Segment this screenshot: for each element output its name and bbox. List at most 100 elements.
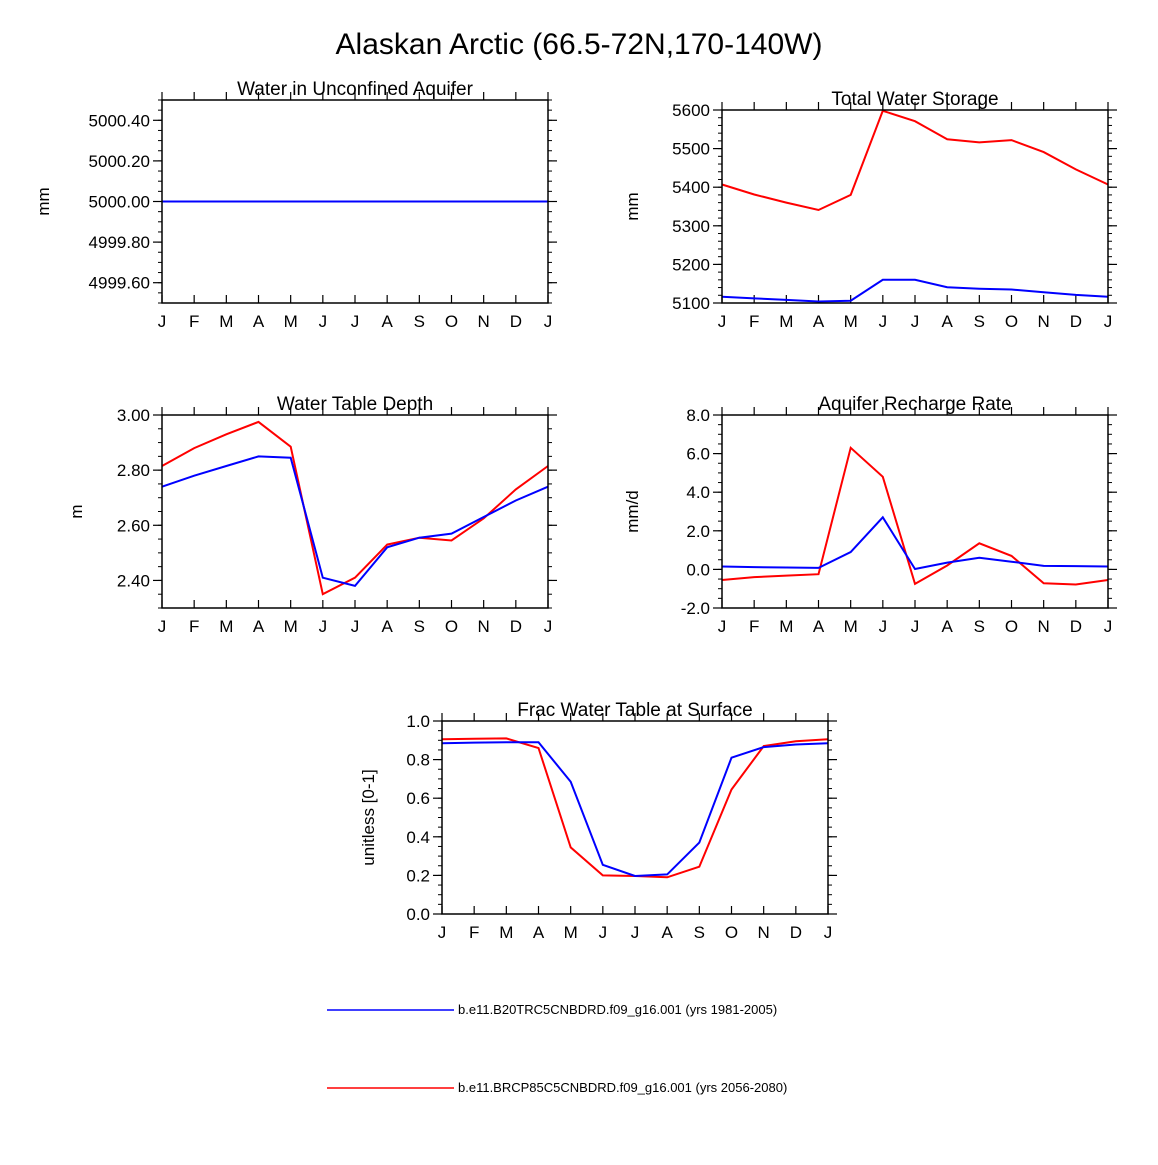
x-tick-label: M bbox=[284, 312, 298, 331]
x-tick-label: J bbox=[911, 617, 920, 636]
y-tick-label: 0.0 bbox=[406, 905, 430, 924]
x-tick-label: M bbox=[499, 923, 513, 942]
chart-title: Water in Unconfined Aquifer bbox=[237, 79, 474, 100]
y-tick-label: 5000.20 bbox=[89, 152, 150, 171]
x-tick-label: A bbox=[533, 923, 545, 942]
y-tick-label: 2.80 bbox=[117, 461, 150, 480]
x-tick-label: A bbox=[813, 312, 825, 331]
y-tick-label: 4999.60 bbox=[89, 274, 150, 293]
x-tick-label: J bbox=[158, 617, 167, 636]
x-tick-label: F bbox=[749, 312, 759, 331]
x-tick-label: F bbox=[749, 617, 759, 636]
legend: b.e11.B20TRC5CNBDRD.f09_g16.001 (yrs 198… bbox=[327, 1002, 787, 1095]
chart-title: Frac Water Table at Surface bbox=[517, 700, 753, 721]
x-tick-label: M bbox=[779, 312, 793, 331]
y-tick-label: 0.8 bbox=[406, 751, 430, 770]
x-tick-label: O bbox=[445, 617, 458, 636]
series-line-historical bbox=[721, 278, 1109, 303]
plot-frame bbox=[441, 720, 829, 915]
legend-entry: b.e11.BRCP85C5CNBDRD.f09_g16.001 (yrs 20… bbox=[327, 1080, 787, 1095]
y-tick-label: 5200 bbox=[672, 255, 710, 274]
x-tick-label: A bbox=[253, 617, 265, 636]
x-tick-label: J bbox=[1104, 312, 1113, 331]
x-tick-label: J bbox=[599, 923, 608, 942]
y-tick-label: 5000.40 bbox=[89, 111, 150, 130]
x-tick-label: N bbox=[1038, 617, 1050, 636]
x-tick-label: A bbox=[941, 312, 953, 331]
x-tick-label: J bbox=[631, 923, 640, 942]
x-tick-label: J bbox=[319, 312, 328, 331]
x-tick-label: N bbox=[758, 923, 770, 942]
x-tick-label: F bbox=[469, 923, 479, 942]
y-tick-label: 1.0 bbox=[406, 712, 430, 731]
x-tick-label: D bbox=[510, 617, 522, 636]
series-line-future bbox=[721, 109, 1109, 212]
x-tick-label: J bbox=[351, 312, 360, 331]
x-tick-label: S bbox=[974, 312, 985, 331]
y-tick-label: 2.0 bbox=[686, 522, 710, 541]
x-tick-label: F bbox=[189, 312, 199, 331]
y-tick-label: 5000.00 bbox=[89, 193, 150, 212]
x-tick-label: S bbox=[414, 617, 425, 636]
y-axis-label: unitless [0-1] bbox=[359, 769, 378, 865]
y-tick-label: 2.60 bbox=[117, 516, 150, 535]
x-tick-label: M bbox=[219, 312, 233, 331]
y-tick-label: 5500 bbox=[672, 140, 710, 159]
y-tick-label: 5300 bbox=[672, 217, 710, 236]
y-axis-label: m bbox=[67, 504, 86, 518]
x-tick-label: J bbox=[319, 617, 328, 636]
series-line-historical bbox=[441, 741, 829, 878]
x-tick-label: A bbox=[941, 617, 953, 636]
x-tick-label: J bbox=[911, 312, 920, 331]
x-tick-label: A bbox=[661, 923, 673, 942]
y-tick-label: 5400 bbox=[672, 178, 710, 197]
x-tick-label: J bbox=[544, 617, 553, 636]
x-tick-label: D bbox=[1070, 312, 1082, 331]
series-line-historical bbox=[721, 515, 1109, 571]
x-tick-label: M bbox=[284, 617, 298, 636]
x-tick-label: O bbox=[1005, 312, 1018, 331]
chart-title: Water Table Depth bbox=[277, 394, 433, 415]
x-tick-label: O bbox=[445, 312, 458, 331]
x-tick-label: A bbox=[381, 617, 393, 636]
y-tick-label: 0.4 bbox=[406, 828, 430, 847]
y-tick-label: 5600 bbox=[672, 101, 710, 120]
plot-frame bbox=[721, 414, 1109, 609]
y-axis-label: mm bbox=[623, 192, 642, 220]
legend-entry: b.e11.B20TRC5CNBDRD.f09_g16.001 (yrs 198… bbox=[327, 1002, 777, 1017]
x-tick-label: O bbox=[725, 923, 738, 942]
x-tick-label: N bbox=[478, 617, 490, 636]
x-tick-label: D bbox=[1070, 617, 1082, 636]
y-tick-label: 4.0 bbox=[686, 483, 710, 502]
series-line-future bbox=[441, 737, 829, 879]
y-tick-label: 0.6 bbox=[406, 789, 430, 808]
x-tick-label: J bbox=[544, 312, 553, 331]
x-tick-label: A bbox=[253, 312, 265, 331]
x-tick-label: O bbox=[1005, 617, 1018, 636]
x-tick-label: J bbox=[718, 312, 727, 331]
x-tick-label: M bbox=[844, 617, 858, 636]
x-tick-label: J bbox=[879, 617, 888, 636]
y-tick-label: 3.00 bbox=[117, 406, 150, 425]
y-tick-label: 0.2 bbox=[406, 866, 430, 885]
x-tick-label: J bbox=[1104, 617, 1113, 636]
x-tick-label: D bbox=[510, 312, 522, 331]
x-tick-label: S bbox=[414, 312, 425, 331]
y-tick-label: 6.0 bbox=[686, 445, 710, 464]
y-tick-label: 4999.80 bbox=[89, 233, 150, 252]
plot-frame bbox=[721, 109, 1109, 304]
y-axis-label: mm/d bbox=[623, 490, 642, 533]
x-tick-label: J bbox=[351, 617, 360, 636]
x-tick-label: S bbox=[694, 923, 705, 942]
x-tick-label: N bbox=[478, 312, 490, 331]
x-tick-label: D bbox=[790, 923, 802, 942]
chart-title: Aquifer Recharge Rate bbox=[818, 394, 1011, 415]
series-line-historical bbox=[161, 455, 549, 588]
x-tick-label: M bbox=[564, 923, 578, 942]
x-tick-label: J bbox=[158, 312, 167, 331]
